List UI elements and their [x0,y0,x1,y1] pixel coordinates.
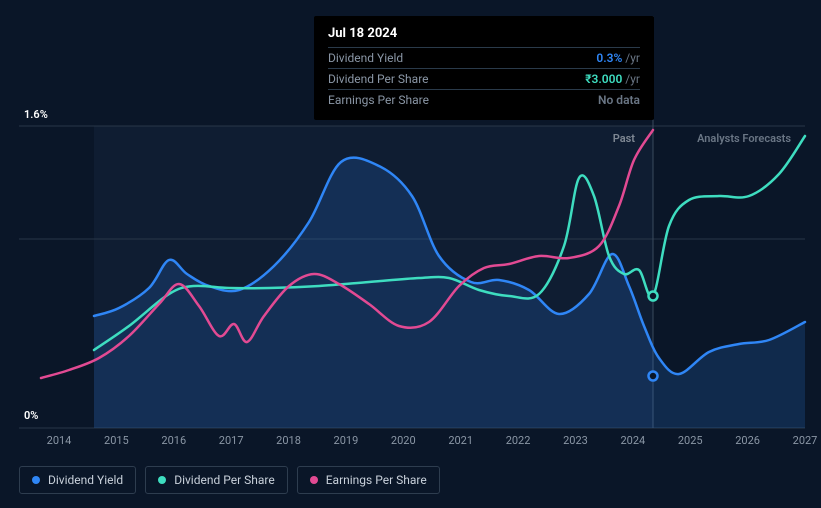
tooltip-row-label: Dividend Yield [328,51,403,65]
x-tick: 2021 [448,434,473,447]
tooltip-row-value: No data [598,93,640,107]
x-tick: 2015 [104,434,129,447]
y-axis-max: 1.6% [24,108,48,121]
tooltip-row: Dividend Per Share ₹3.000 /yr [328,68,640,89]
legend-dot-icon [158,476,166,484]
chart-svg [19,126,805,428]
legend-label: Dividend Yield [48,473,123,487]
tooltip-date: Jul 18 2024 [328,26,640,41]
legend-dot-icon [32,476,40,484]
legend-label: Earnings Per Share [326,473,427,487]
legend: Dividend Yield Dividend Per Share Earnings… [19,466,440,494]
tooltip-row: Earnings Per Share No data [328,89,640,110]
legend-item[interactable]: Dividend Yield [19,466,136,494]
hover-tooltip: Jul 18 2024 Dividend Yield0.3% /yrDivide… [314,16,654,120]
plot-area[interactable] [19,126,805,428]
legend-item[interactable]: Earnings Per Share [297,466,440,494]
tooltip-row-label: Dividend Per Share [328,72,429,86]
x-tick: 2027 [793,434,818,447]
x-tick: 2018 [276,434,301,447]
chart-container: Jul 18 2024 Dividend Yield0.3% /yrDivide… [0,0,821,508]
x-tick: 2025 [678,434,703,447]
x-tick: 2024 [620,434,645,447]
x-tick: 2016 [161,434,186,447]
legend-item[interactable]: Dividend Per Share [145,466,288,494]
tooltip-row-value: ₹3.000 /yr [585,72,640,86]
x-tick: 2023 [563,434,588,447]
x-tick: 2019 [334,434,359,447]
tooltip-row-value: 0.3% /yr [596,51,640,65]
x-tick: 2020 [391,434,416,447]
x-tick: 2022 [506,434,531,447]
x-axis: 2014 2015 2016 2017 2018 2019 2020 2021 2022 2023… [19,434,805,448]
legend-dot-icon [310,476,318,484]
x-tick: 2014 [47,434,72,447]
tooltip-row-label: Earnings Per Share [328,93,429,107]
tooltip-row: Dividend Yield 0.3% /yr [328,47,640,68]
x-tick: 2017 [219,434,244,447]
x-tick: 2026 [735,434,760,447]
legend-label: Dividend Per Share [174,473,275,487]
